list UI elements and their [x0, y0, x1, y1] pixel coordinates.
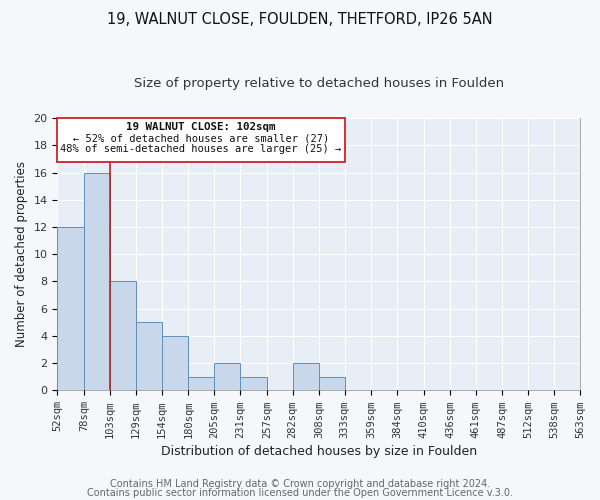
- Bar: [136, 322, 162, 390]
- Y-axis label: Number of detached properties: Number of detached properties: [15, 161, 28, 347]
- FancyBboxPatch shape: [58, 118, 345, 162]
- Title: Size of property relative to detached houses in Foulden: Size of property relative to detached ho…: [134, 78, 504, 90]
- Text: Contains HM Land Registry data © Crown copyright and database right 2024.: Contains HM Land Registry data © Crown c…: [110, 479, 490, 489]
- Bar: [319, 376, 345, 390]
- Text: Contains public sector information licensed under the Open Government Licence v.: Contains public sector information licen…: [87, 488, 513, 498]
- Bar: [188, 376, 214, 390]
- Bar: [84, 172, 110, 390]
- Bar: [293, 363, 319, 390]
- X-axis label: Distribution of detached houses by size in Foulden: Distribution of detached houses by size …: [161, 444, 477, 458]
- Bar: [110, 282, 136, 391]
- Bar: [162, 336, 188, 390]
- Bar: [58, 227, 84, 390]
- Text: 48% of semi-detached houses are larger (25) →: 48% of semi-detached houses are larger (…: [61, 144, 342, 154]
- Text: 19 WALNUT CLOSE: 102sqm: 19 WALNUT CLOSE: 102sqm: [127, 122, 276, 132]
- Text: 19, WALNUT CLOSE, FOULDEN, THETFORD, IP26 5AN: 19, WALNUT CLOSE, FOULDEN, THETFORD, IP2…: [107, 12, 493, 28]
- Bar: [241, 376, 267, 390]
- Bar: [214, 363, 241, 390]
- Text: ← 52% of detached houses are smaller (27): ← 52% of detached houses are smaller (27…: [73, 133, 329, 143]
